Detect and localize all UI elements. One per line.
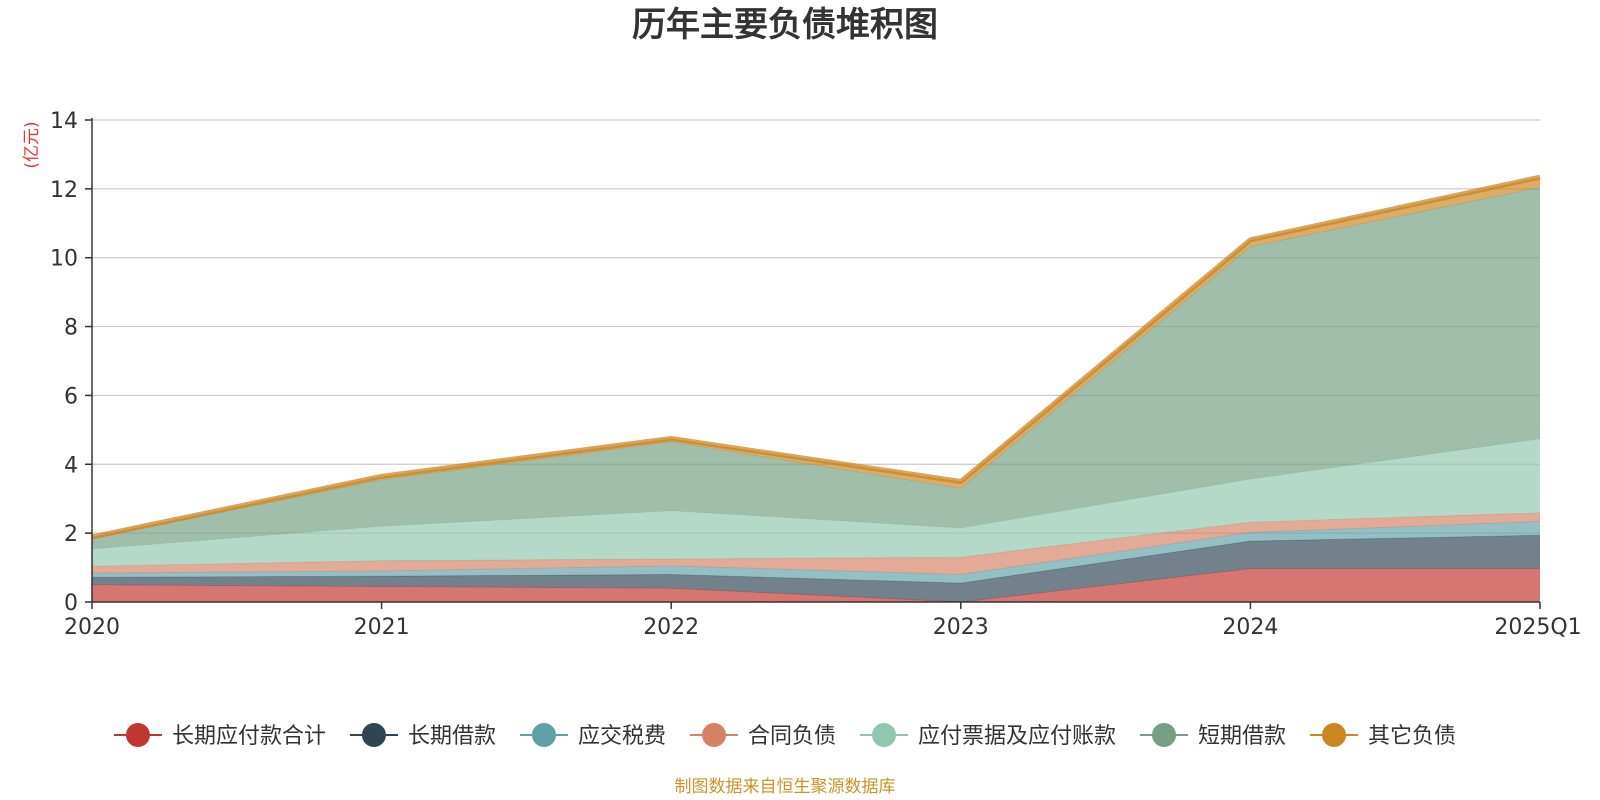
legend-label: 短期借款 xyxy=(1198,724,1286,749)
y-tick-label: 6 xyxy=(64,384,78,409)
legend-item-3[interactable]: 合同负债 xyxy=(689,723,836,749)
y-tick-label: 4 xyxy=(64,453,78,478)
legend-label: 应付票据及应付账款 xyxy=(918,724,1116,749)
legend-label: 合同负债 xyxy=(748,724,836,749)
x-tick-label: 2021 xyxy=(354,615,410,640)
legend-label: 长期借款 xyxy=(408,724,496,749)
y-tick-label: 0 xyxy=(64,591,78,616)
data-source-note: 制图数据来自恒生聚源数据库 xyxy=(675,777,896,797)
x-tick-label: 2020 xyxy=(64,615,120,640)
legend-item-5[interactable]: 短期借款 xyxy=(1140,723,1286,749)
legend-label: 应交税费 xyxy=(578,724,666,749)
legend-marker-1 xyxy=(361,723,386,747)
y-tick-label: 12 xyxy=(50,178,78,203)
y-tick-label: 10 xyxy=(50,247,78,272)
y-tick-label: 14 xyxy=(50,109,78,134)
legend-marker-6 xyxy=(1322,723,1347,747)
legend-item-6[interactable]: 其它负债 xyxy=(1310,723,1456,749)
y-axis-unit-label: (亿元) xyxy=(22,121,42,168)
area-series-5 xyxy=(92,187,1540,549)
y-tick-label: 2 xyxy=(64,522,78,547)
legend-label: 其它负债 xyxy=(1368,724,1456,749)
legend-item-4[interactable]: 应付票据及应付账款 xyxy=(860,723,1116,749)
legend-label: 长期应付款合计 xyxy=(172,724,326,749)
legend-marker-5 xyxy=(1152,723,1177,747)
area-series-4 xyxy=(92,438,1540,567)
legend-marker-2 xyxy=(531,723,556,747)
legend-item-0[interactable]: 长期应付款合计 xyxy=(113,723,326,749)
legend-marker-3 xyxy=(701,723,726,747)
axis-layer: 0 2 4 6 8 10 12 14 2020 2021 2022 2023 2024 2025Q1 xyxy=(50,109,1582,640)
chart-title: 历年主要负债堆积图 xyxy=(632,5,938,45)
y-tick-label: 8 xyxy=(64,316,78,341)
legend-item-2[interactable]: 应交税费 xyxy=(519,723,666,749)
x-tick-label: 2022 xyxy=(643,615,699,640)
x-tick-label: 2024 xyxy=(1222,615,1278,640)
area-series-2 xyxy=(92,521,1540,584)
legend[interactable]: 长期应付款合计 长期借款 应交税费 合同负债 应付票据及应付账款 短期借款 其它负债 xyxy=(113,723,1456,749)
area-layer xyxy=(91,174,1541,603)
legend-item-1[interactable]: 长期借款 xyxy=(349,723,496,749)
x-tick-label: 2025Q1 xyxy=(1494,615,1581,640)
area-series-line-6 xyxy=(91,174,1541,540)
x-tick-label: 2023 xyxy=(933,615,989,640)
legend-marker-0 xyxy=(125,723,150,747)
area-series-6 xyxy=(92,177,1540,539)
legend-marker-4 xyxy=(872,723,897,747)
grid-layer xyxy=(92,119,1540,534)
area-series-3 xyxy=(92,512,1540,575)
